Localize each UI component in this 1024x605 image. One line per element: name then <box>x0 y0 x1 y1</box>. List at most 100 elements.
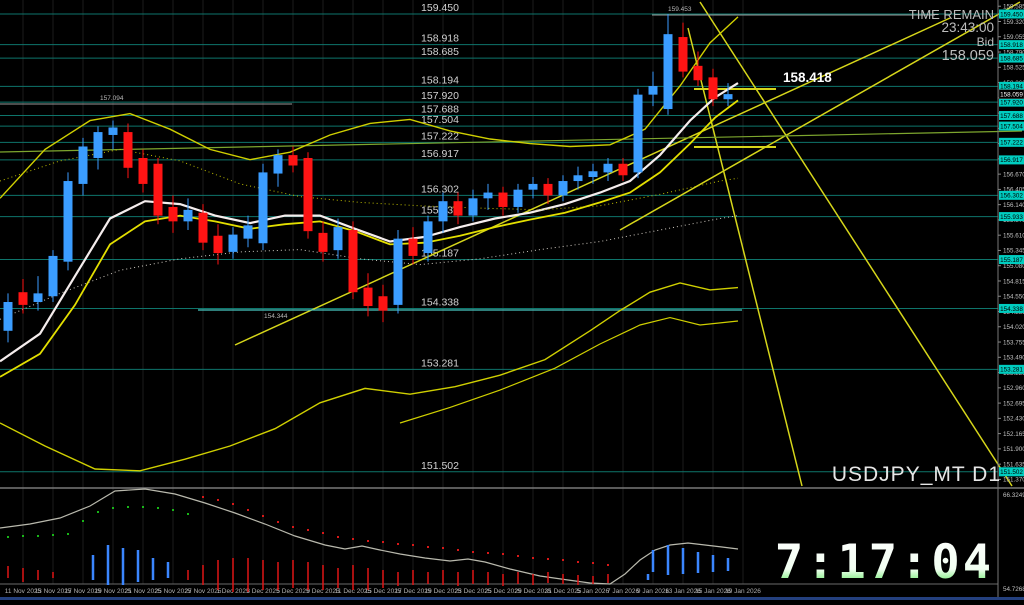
svg-text:155.610: 155.610 <box>1003 232 1024 239</box>
svg-text:156.140: 156.140 <box>1003 202 1024 209</box>
svg-text:151.370: 151.370 <box>1003 477 1024 484</box>
svg-text:157.222: 157.222 <box>1000 140 1023 147</box>
svg-text:159.450: 159.450 <box>421 2 459 14</box>
symbol-title: USDJPY_MT D1 <box>832 463 1001 486</box>
chart-text-overlays: TIME REMAIN 23:43:00 Bid 158.059 158.418… <box>775 7 1001 590</box>
price-scale: 159.585159.320159.055158.790158.525158.2… <box>998 4 1024 593</box>
svg-text:17 Dec 2025: 17 Dec 2025 <box>395 588 432 595</box>
svg-text:152.695: 152.695 <box>1003 400 1024 407</box>
svg-text:154.020: 154.020 <box>1003 324 1024 331</box>
svg-text:158.059: 158.059 <box>1000 91 1023 98</box>
svg-text:154.338: 154.338 <box>1000 306 1023 313</box>
svg-text:157.222: 157.222 <box>421 130 459 142</box>
sub-indicator <box>0 488 739 592</box>
svg-text:152.430: 152.430 <box>1003 416 1024 423</box>
svg-text:11 Dec 2025: 11 Dec 2025 <box>335 588 372 595</box>
svg-text:29 Dec 2025: 29 Dec 2025 <box>515 588 552 595</box>
svg-text:159.320: 159.320 <box>1003 19 1024 26</box>
svg-text:5 Jan 2026: 5 Jan 2026 <box>577 588 610 595</box>
svg-text:154.338: 154.338 <box>421 296 459 308</box>
svg-text:156.302: 156.302 <box>421 183 459 195</box>
svg-text:27 Nov 2025: 27 Nov 2025 <box>185 588 222 595</box>
svg-text:31 Dec 2025: 31 Dec 2025 <box>545 588 582 595</box>
svg-text:155.345: 155.345 <box>1003 248 1024 255</box>
svg-text:13 Nov 2025: 13 Nov 2025 <box>35 588 72 595</box>
annotation-labels: 159.453 157.094 154.344 <box>100 6 692 320</box>
svg-text:154.344: 154.344 <box>264 313 288 320</box>
svg-text:158.918: 158.918 <box>1000 42 1023 49</box>
svg-text:9 Jan 2026: 9 Jan 2026 <box>637 588 670 595</box>
svg-text:156.670: 156.670 <box>1003 171 1024 178</box>
svg-text:153.755: 153.755 <box>1003 339 1024 346</box>
svg-text:156.917: 156.917 <box>1000 157 1023 164</box>
svg-text:155.187: 155.187 <box>1000 257 1023 264</box>
svg-text:157.920: 157.920 <box>1000 99 1023 106</box>
time-remain-value: 23:43:00 <box>941 20 994 35</box>
svg-text:159.055: 159.055 <box>1003 34 1024 41</box>
price-flag-label: 158.418 <box>783 70 832 85</box>
svg-text:19 Jan 2026: 19 Jan 2026 <box>725 588 761 595</box>
svg-text:156.917: 156.917 <box>421 148 459 160</box>
bid-value: 158.059 <box>942 48 994 64</box>
svg-text:153.281: 153.281 <box>1000 367 1023 374</box>
svg-text:157.920: 157.920 <box>421 90 459 102</box>
svg-text:158.790: 158.790 <box>1003 49 1024 56</box>
svg-text:154.815: 154.815 <box>1003 278 1024 285</box>
svg-text:155.933: 155.933 <box>1000 214 1023 221</box>
svg-text:158.194: 158.194 <box>1000 84 1023 91</box>
svg-text:151.635: 151.635 <box>1003 461 1024 468</box>
svg-text:19 Dec 2025: 19 Dec 2025 <box>425 588 462 595</box>
svg-text:23 Dec 2025: 23 Dec 2025 <box>455 588 492 595</box>
svg-text:157.504: 157.504 <box>421 114 459 126</box>
svg-text:158.194: 158.194 <box>421 74 459 86</box>
svg-text:15 Jan 2026: 15 Jan 2026 <box>695 588 731 595</box>
svg-text:15 Dec 2025: 15 Dec 2025 <box>365 588 402 595</box>
svg-text:157.688: 157.688 <box>1000 113 1023 120</box>
svg-text:13 Jan 2026: 13 Jan 2026 <box>665 588 701 595</box>
svg-text:151.900: 151.900 <box>1003 446 1024 453</box>
svg-text:156.405: 156.405 <box>1003 187 1024 194</box>
svg-text:159.585: 159.585 <box>1003 4 1024 11</box>
svg-text:155.080: 155.080 <box>1003 263 1024 270</box>
svg-text:151.502: 151.502 <box>421 460 459 472</box>
svg-text:11 Nov 2025: 11 Nov 2025 <box>5 588 42 595</box>
svg-text:21 Nov 2025: 21 Nov 2025 <box>125 588 162 595</box>
svg-text:66.3249: 66.3249 <box>1003 492 1024 499</box>
svg-text:153.281: 153.281 <box>421 357 459 369</box>
svg-text:17 Nov 2025: 17 Nov 2025 <box>65 588 102 595</box>
svg-text:158.685: 158.685 <box>421 46 459 58</box>
svg-text:158.918: 158.918 <box>421 33 459 45</box>
svg-text:158.525: 158.525 <box>1003 65 1024 72</box>
bid-label: Bid <box>977 35 994 49</box>
countdown-clock: 7:17:04 <box>775 535 994 590</box>
svg-text:3 Dec 2025: 3 Dec 2025 <box>246 588 280 595</box>
svg-text:5 Dec 2025: 5 Dec 2025 <box>276 588 310 595</box>
svg-text:159.453: 159.453 <box>668 6 692 13</box>
svg-text:54.7268: 54.7268 <box>1003 586 1024 593</box>
svg-text:25 Nov 2025: 25 Nov 2025 <box>155 588 192 595</box>
time-remain-label: TIME REMAIN <box>909 7 994 22</box>
svg-text:7 Jan 2026: 7 Jan 2026 <box>607 588 640 595</box>
candles-layer <box>3 14 733 343</box>
svg-text:158.685: 158.685 <box>1000 55 1023 62</box>
svg-text:9 Dec 2025: 9 Dec 2025 <box>306 588 340 595</box>
svg-text:156.302: 156.302 <box>1000 193 1023 200</box>
svg-text:19 Nov 2025: 19 Nov 2025 <box>95 588 132 595</box>
svg-text:152.165: 152.165 <box>1003 431 1024 438</box>
svg-text:154.550: 154.550 <box>1003 294 1024 301</box>
svg-text:25 Dec 2025: 25 Dec 2025 <box>485 588 522 595</box>
svg-text:153.490: 153.490 <box>1003 355 1024 362</box>
svg-text:152.960: 152.960 <box>1003 385 1024 392</box>
svg-text:159.450: 159.450 <box>1000 11 1023 18</box>
svg-text:157.094: 157.094 <box>100 95 124 102</box>
svg-text:151.502: 151.502 <box>1000 469 1023 476</box>
svg-text:157.688: 157.688 <box>421 103 459 115</box>
svg-text:157.504: 157.504 <box>1000 123 1023 130</box>
